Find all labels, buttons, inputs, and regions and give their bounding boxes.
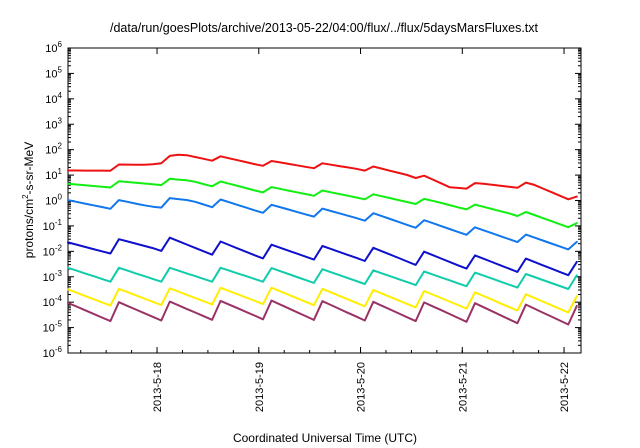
y-tick-label: 100: [45, 193, 62, 208]
y-axis-label-rest: -s-sr-MeV: [22, 142, 36, 195]
y-tick-label: 106: [45, 40, 62, 55]
chart-title: /data/run/goesPlots/archive/2013-05-22/0…: [110, 21, 539, 35]
x-axis-label: Coordinated Universal Time (UTC): [233, 431, 417, 445]
y-axis-label: protons/cm2-s-sr-MeV: [21, 142, 36, 258]
y-tick-label: 103: [45, 116, 62, 131]
plot-frame: [67, 47, 582, 354]
y-tick-label: 10-4: [43, 294, 63, 309]
y-tick-label: 10-5: [43, 320, 63, 335]
y-tick-label: 10-6: [43, 345, 63, 360]
y-tick-label: 105: [45, 65, 62, 80]
y-tick-label: 102: [45, 142, 62, 157]
x-tick-label: 2013-5-20: [356, 362, 368, 412]
series-line: [67, 197, 578, 251]
y-tick-label: 10-2: [43, 243, 63, 258]
y-tick-label: 10-1: [43, 218, 63, 233]
series-line: [67, 299, 578, 326]
x-tick-label: 2013-5-21: [457, 362, 469, 412]
y-tick-label: 101: [45, 167, 62, 182]
series-group: [67, 153, 578, 326]
series-line: [67, 286, 578, 314]
x-tick-label: 2013-5-18: [152, 362, 164, 412]
y-tick-label: 104: [45, 91, 62, 106]
series-line: [67, 266, 578, 290]
y-axis-label-sup: 2: [21, 194, 30, 199]
x-tick-label: 2013-5-19: [254, 362, 266, 412]
y-axis-label-main: protons/cm: [22, 199, 36, 258]
x-tick-label: 2013-5-22: [559, 362, 571, 412]
series-line: [67, 153, 578, 201]
y-tick-label: 10-3: [43, 269, 63, 284]
series-line: [67, 236, 578, 277]
series-line: [67, 177, 578, 229]
x-axis: 2013-5-18 2013-5-19 2013-5-20 2013-5-21 2013…: [80, 48, 571, 412]
